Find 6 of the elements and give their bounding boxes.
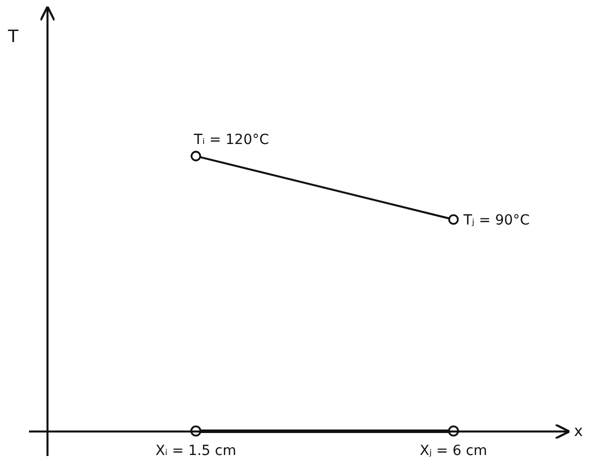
x-axis-title: x xyxy=(574,422,583,440)
data-label: Tⱼ = 90°C xyxy=(462,212,530,228)
y-axis-title: T xyxy=(7,27,19,47)
x-tick-label: Xᵢ = 1.5 cm xyxy=(155,442,236,459)
data-label: Tᵢ = 120°C xyxy=(192,132,270,148)
x-tick-label: Xⱼ = 6 cm xyxy=(420,442,488,459)
